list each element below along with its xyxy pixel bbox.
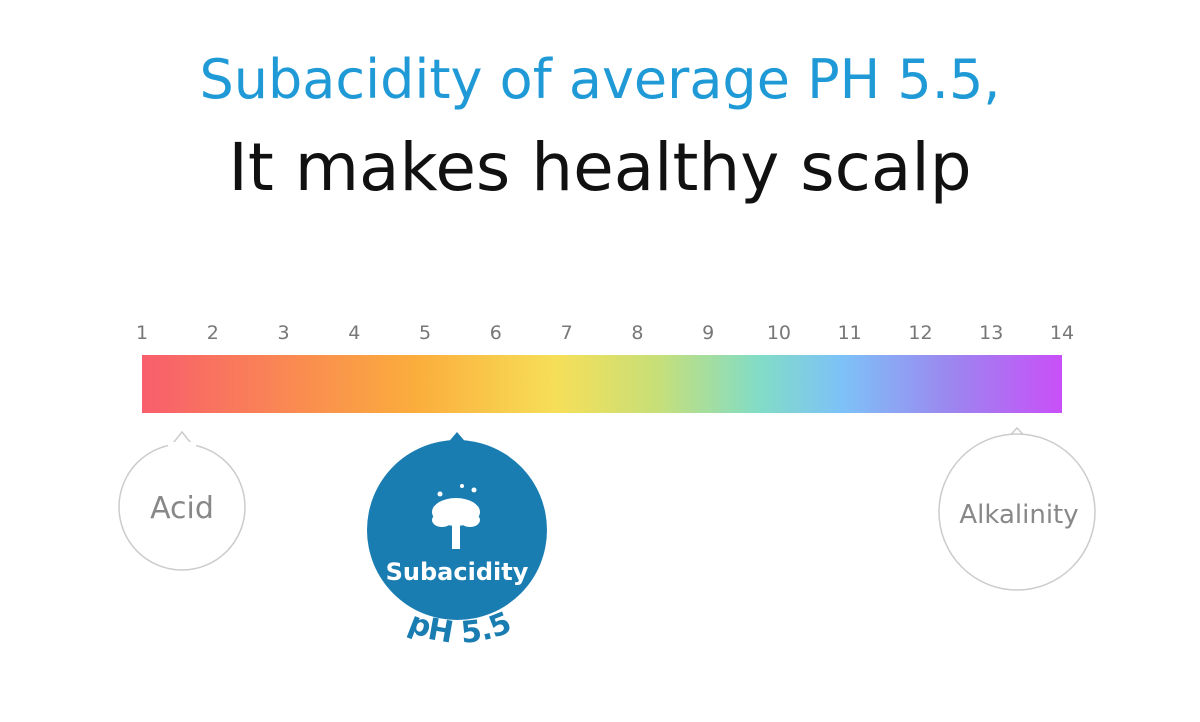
title-line-1: Subacidity of average PH 5.5, <box>200 48 1001 111</box>
acid-bubble: Acid <box>118 430 246 571</box>
scale-tick-label: 1 <box>136 322 148 344</box>
ph-scale-bar <box>142 355 1062 413</box>
subacidity-label: Subacidity <box>386 558 529 586</box>
title-line-2: It makes healthy scalp <box>228 129 971 206</box>
scale-tick-label: 14 <box>1050 322 1074 344</box>
scale-tick-label: 11 <box>838 322 862 344</box>
scale-tick-label: 4 <box>348 322 360 344</box>
scale-tick-label: 8 <box>631 322 643 344</box>
scale-tick-label: 12 <box>908 322 932 344</box>
subacidity-bubble: Subacidity pH 5.5 <box>367 432 547 651</box>
scale-tick-label: 3 <box>277 322 289 344</box>
scale-tick-label: 7 <box>561 322 573 344</box>
scale-tick-label: 2 <box>207 322 219 344</box>
scale-tick-label: 13 <box>979 322 1003 344</box>
scale-tick-label: 9 <box>702 322 714 344</box>
alkalinity-label: Alkalinity <box>959 500 1078 530</box>
acid-label: Acid <box>150 491 214 526</box>
scale-ticks: 1 2 3 4 5 6 7 8 9 10 11 12 13 14 <box>136 322 1074 344</box>
tree-icon <box>432 484 480 549</box>
alkalinity-bubble: Alkalinity <box>938 426 1096 591</box>
scale-tick-label: 6 <box>490 322 502 344</box>
scale-tick-label: 5 <box>419 322 431 344</box>
scale-tick-label: 10 <box>767 322 791 344</box>
